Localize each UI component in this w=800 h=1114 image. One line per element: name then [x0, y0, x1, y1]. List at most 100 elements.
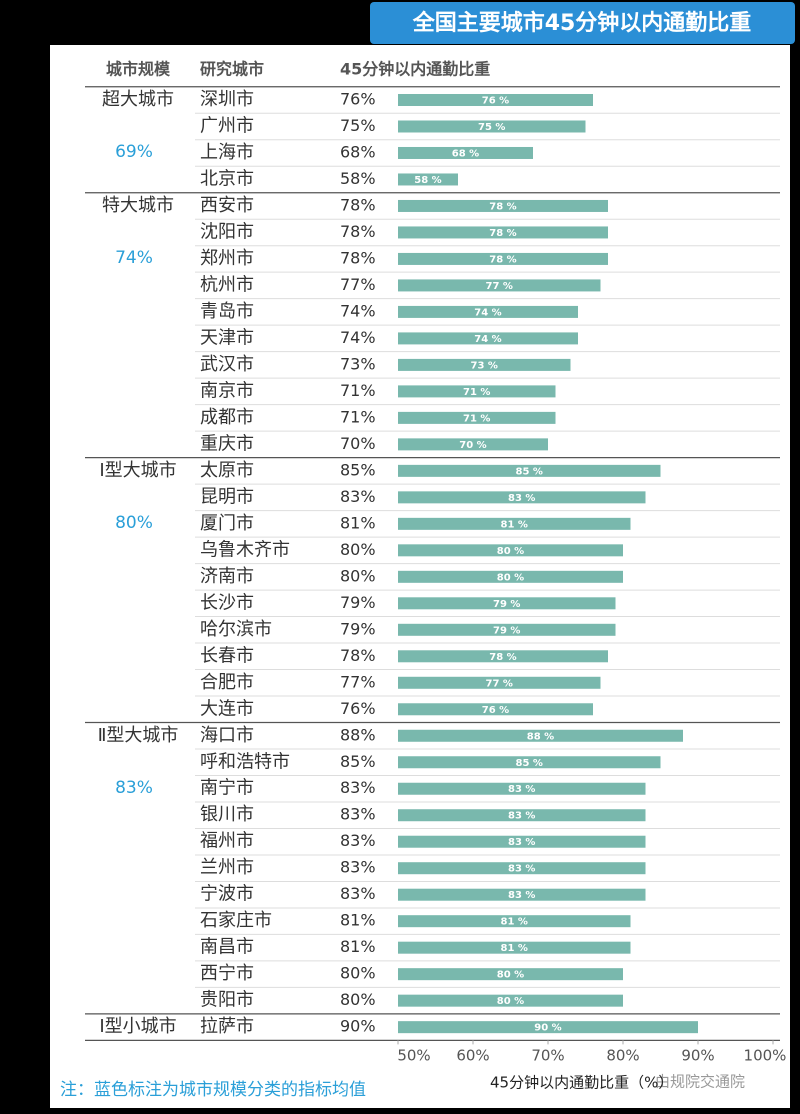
bar: [398, 358, 571, 371]
city: 天津市: [200, 327, 254, 348]
bar-label: 85 %: [516, 466, 543, 477]
bar-label: 71 %: [463, 387, 490, 398]
x-tick-label: 100%: [744, 1047, 787, 1065]
bar-label: 80 %: [497, 546, 524, 557]
city: 郑州市: [200, 248, 254, 269]
bar: [398, 888, 646, 901]
bar: [398, 968, 623, 981]
percent: 70%: [340, 434, 376, 453]
percent: 80%: [340, 566, 376, 585]
bar: [398, 464, 661, 477]
bar: [398, 544, 623, 557]
bar-label: 73 %: [471, 360, 498, 371]
city: 贵阳市: [200, 990, 254, 1011]
bar: [398, 835, 646, 848]
bar: [398, 332, 578, 345]
bar: [398, 226, 608, 239]
x-tick-label: 60%: [456, 1047, 489, 1065]
percent: 68%: [340, 142, 376, 161]
bar-label: 78 %: [489, 254, 516, 265]
bar: [398, 146, 533, 159]
group-name: Ⅰ型大城市: [99, 460, 176, 481]
bar-label: 77 %: [486, 678, 513, 689]
percent: 78%: [340, 248, 376, 267]
percent: 88%: [340, 725, 376, 744]
percent: 85%: [340, 752, 376, 771]
percent: 80%: [340, 964, 376, 983]
bar: [398, 199, 608, 212]
group-name: 特大城市: [102, 195, 174, 216]
city: 西安市: [200, 195, 254, 216]
group-average: 69%: [115, 142, 153, 162]
city: 广州市: [200, 115, 254, 136]
bar: [398, 809, 646, 822]
bar-label: 68 %: [452, 148, 479, 159]
city: 拉萨市: [200, 1016, 254, 1037]
city: 兰州市: [200, 857, 254, 878]
city: 西宁市: [200, 963, 254, 984]
percent: 58%: [340, 169, 376, 188]
percent: 83%: [340, 858, 376, 877]
bar-label: 58 %: [414, 175, 441, 186]
percent: 83%: [340, 778, 376, 797]
percent: 77%: [340, 672, 376, 691]
bar-label: 83 %: [508, 784, 535, 795]
city: 上海市: [200, 142, 254, 163]
bar-label: 80 %: [497, 572, 524, 583]
bar-label: 78 %: [489, 201, 516, 212]
bar: [398, 120, 586, 133]
bar: [398, 941, 631, 954]
bar: [398, 491, 646, 504]
bar: [398, 570, 623, 583]
x-tick-label: 50%: [397, 1047, 430, 1065]
city: 南京市: [200, 380, 254, 401]
x-tick-label: 80%: [606, 1047, 639, 1065]
percent: 83%: [340, 884, 376, 903]
city: 成都市: [200, 407, 254, 428]
percent: 76%: [340, 90, 376, 109]
city: 北京市: [200, 168, 254, 189]
percent: 74%: [340, 301, 376, 320]
bar: [398, 438, 548, 451]
bar-label: 74 %: [474, 334, 501, 345]
bar: [398, 650, 608, 663]
bar-label: 88 %: [527, 731, 554, 742]
bar: [398, 729, 683, 742]
city: 海口市: [200, 725, 254, 746]
percent: 81%: [340, 911, 376, 930]
percent: 90%: [340, 1017, 376, 1036]
bar-label: 90 %: [534, 1023, 561, 1034]
chart-title: 全国主要城市45分钟以内通勤比重: [412, 10, 752, 36]
city: 太原市: [200, 460, 254, 481]
group-name: 超大城市: [102, 89, 174, 110]
city: 宁波市: [200, 884, 254, 905]
percent: 79%: [340, 593, 376, 612]
city: 长沙市: [200, 592, 254, 613]
percent: 79%: [340, 619, 376, 638]
bar-label: 83 %: [508, 890, 535, 901]
bar: [398, 676, 601, 689]
bar-label: 71 %: [463, 413, 490, 424]
city: 昆明市: [200, 486, 254, 507]
city: 合肥市: [200, 672, 254, 693]
city: 武汉市: [200, 354, 254, 375]
bar-label: 78 %: [489, 652, 516, 663]
bar-label: 78 %: [489, 228, 516, 239]
city: 济南市: [200, 566, 254, 587]
bar-label: 83 %: [508, 864, 535, 875]
group-average: 83%: [115, 778, 153, 798]
bar-label: 83 %: [508, 811, 535, 822]
bar: [398, 252, 608, 265]
percent: 73%: [340, 354, 376, 373]
bar: [398, 517, 631, 530]
bar-label: 81 %: [501, 917, 528, 928]
city: 长春市: [200, 645, 254, 666]
note: 注：蓝色标注为城市规模分类的指标均值: [60, 1080, 366, 1100]
percent: 85%: [340, 460, 376, 479]
bar-label: 79 %: [493, 625, 520, 636]
city: 南昌市: [200, 937, 254, 958]
bar: [398, 597, 616, 610]
watermark: 由规院交通院: [655, 1073, 745, 1091]
percent: 83%: [340, 487, 376, 506]
